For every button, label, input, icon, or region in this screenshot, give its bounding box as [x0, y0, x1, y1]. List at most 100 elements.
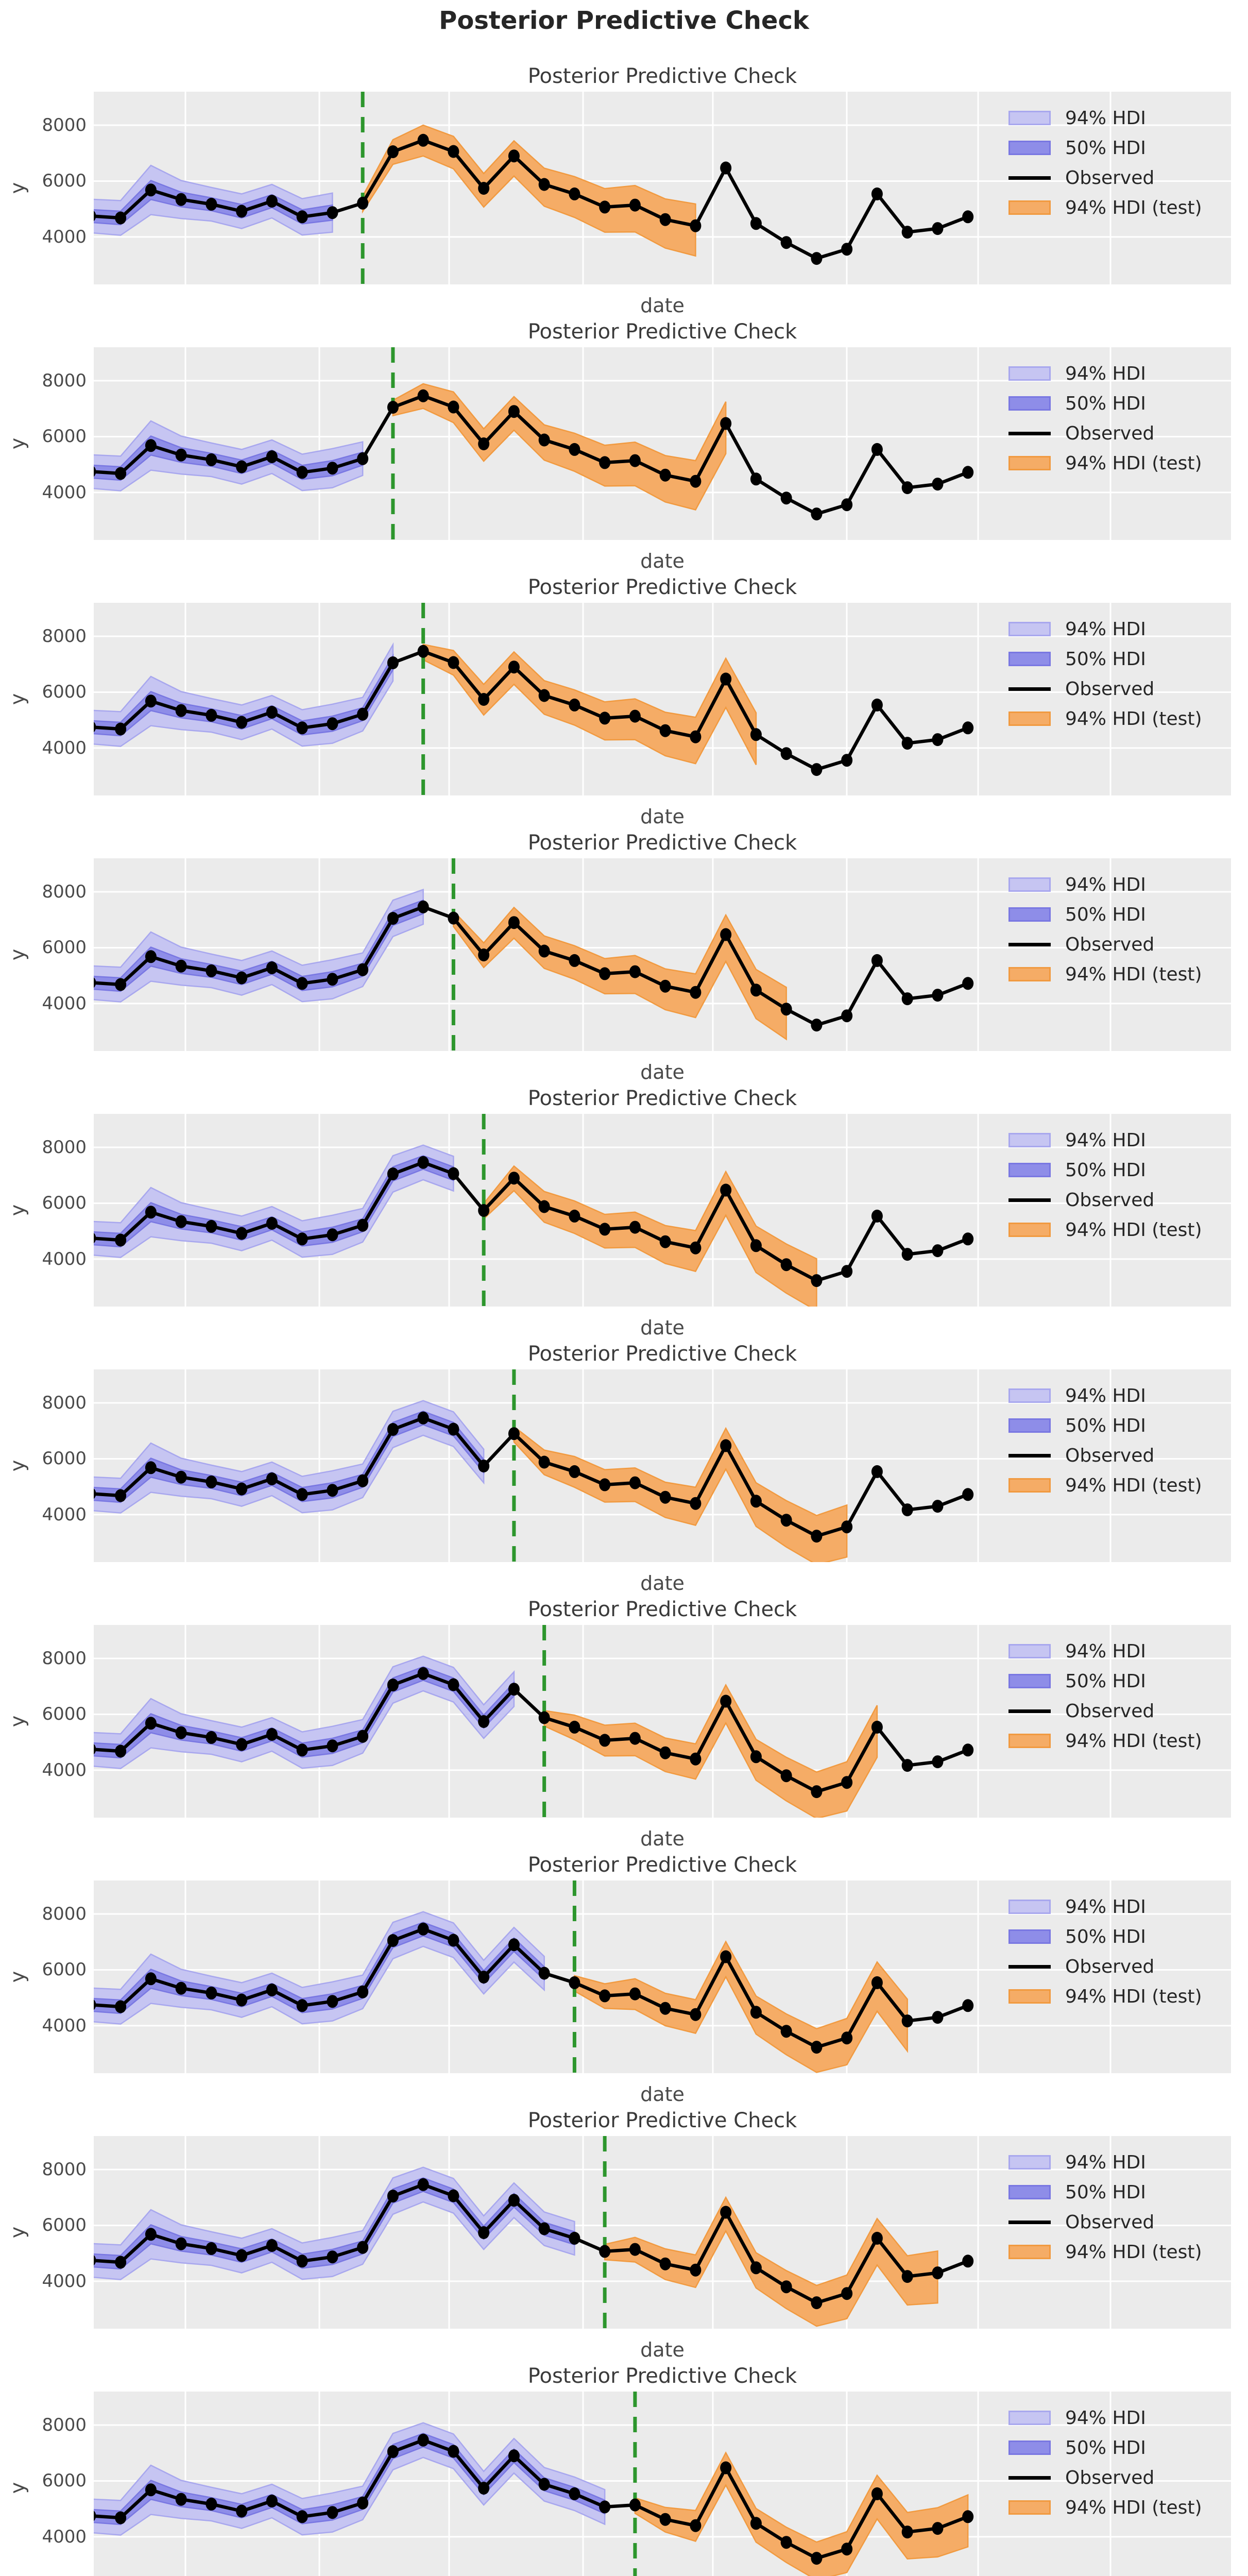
subplot-8-data-point	[629, 1987, 641, 2001]
subplot-10-data-point	[115, 2511, 127, 2524]
subplot-9-data-point	[357, 2241, 369, 2254]
hdi94-swatch	[1008, 1388, 1051, 1403]
subplot-4-data-point	[508, 916, 520, 929]
subplot-1-data-point	[327, 206, 338, 219]
subplot-8-data-point	[266, 1984, 278, 1996]
subplot-10-data-point	[145, 2483, 157, 2497]
subplot-5-data-point	[932, 1244, 944, 1258]
subplot-3-data-point	[811, 763, 823, 776]
hdi94-swatch	[1008, 366, 1051, 381]
subplot-3-data-point	[145, 694, 157, 708]
subplot-1-data-point	[841, 243, 853, 256]
subplot-2-data-point	[175, 448, 187, 462]
subplot-9-data-point	[690, 2263, 702, 2277]
subplot-2-data-point	[599, 456, 611, 469]
subplot-5-legend-entry: 94% HDI	[1008, 1125, 1235, 1155]
subplot-10-data-point	[94, 2511, 96, 2521]
observed-line-swatch	[1008, 1453, 1051, 1458]
subplot-5-data-point	[841, 1265, 853, 1278]
subplot-4-data-point	[962, 977, 974, 990]
subplot-3-data-point	[841, 754, 853, 767]
subplot-4-legend-label: 50% HDI	[1065, 904, 1146, 925]
subplot-4-data-point	[750, 984, 762, 997]
subplot-6-data-point	[841, 1520, 853, 1534]
subplot-7-data-point	[780, 1769, 792, 1783]
subplot-6-y-tick-label: 6000	[42, 1448, 87, 1469]
subplot-8-data-point	[175, 1981, 187, 1995]
subplot-10-data-point	[175, 2493, 187, 2506]
subplot-1-legend-label: 50% HDI	[1065, 137, 1146, 159]
test-swatch	[1008, 456, 1051, 470]
subplot-1-data-point	[296, 210, 308, 224]
subplot-2-data-point	[659, 468, 671, 482]
subplot-1-title: Posterior Predictive Check	[527, 64, 797, 88]
subplot-2-x-axis-label: date	[640, 550, 685, 572]
subplot-4-legend-label: 94% HDI	[1065, 874, 1146, 895]
subplot-1-data-point	[236, 205, 248, 218]
hdi50-swatch	[1008, 1674, 1051, 1688]
subplot-1-data-point	[901, 226, 913, 239]
subplot-4-data-point	[538, 944, 550, 958]
subplot-9-y-tick-label: 6000	[42, 2215, 87, 2236]
subplot-5-data-point	[659, 1235, 671, 1248]
subplot-2-legend-entry: Observed	[1008, 418, 1235, 448]
subplot-9-data-point	[145, 2228, 157, 2241]
subplot-7-data-point	[478, 1715, 490, 1728]
subplot-8-data-point	[569, 1976, 580, 1989]
subplot-8-data-point	[932, 2011, 944, 2024]
subplot-1-data-point	[629, 198, 641, 212]
subplot-4-data-point	[175, 959, 187, 973]
subplot-4-data-point	[841, 1009, 853, 1023]
subplot-10-plot-area	[94, 2392, 1231, 2576]
subplot-6-data-point	[932, 1500, 944, 1513]
subplot-6-legend-label: 50% HDI	[1065, 1415, 1146, 1436]
subplot-7-legend-label: Observed	[1065, 1700, 1155, 1722]
subplot-5-data-point	[417, 1156, 429, 1169]
subplot-7-legend-entry: 94% HDI	[1008, 1636, 1235, 1666]
subplot-2-data-point	[811, 507, 823, 521]
subplot-10-legend-label: Observed	[1065, 2467, 1155, 2488]
subplot-6-title: Posterior Predictive Check	[527, 1342, 797, 1366]
subplot-1-legend-label: 94% HDI	[1065, 107, 1146, 129]
subplot-2-legend-label: 50% HDI	[1065, 393, 1146, 414]
hdi50-swatch	[1008, 652, 1051, 666]
subplot-7-y-tick-label: 8000	[42, 1648, 87, 1669]
subplot-4-data-point	[569, 954, 580, 967]
subplot-8-legend: 94% HDI 50% HDI Observed 94% HDI (test)	[1008, 1892, 1235, 2011]
subplot-3-legend-entry: Observed	[1008, 674, 1235, 704]
subplot-10-data-point	[932, 2522, 944, 2535]
subplot-5-legend-label: 50% HDI	[1065, 1159, 1146, 1181]
subplot-9-legend-label: Observed	[1065, 2211, 1155, 2233]
subplot-9-legend-label: 94% HDI (test)	[1065, 2241, 1202, 2263]
subplot-4-legend-entry: Observed	[1008, 929, 1235, 959]
subplot-8-data-point	[538, 1967, 550, 1980]
subplot-7-data-point	[94, 1744, 96, 1755]
subplot-4-title: Posterior Predictive Check	[527, 831, 797, 855]
subplot-9-legend-label: 50% HDI	[1065, 2181, 1146, 2203]
subplot-8-data-point	[448, 1934, 459, 1947]
subplot-10-data-point	[780, 2536, 792, 2549]
subplot-6-data-point	[296, 1488, 308, 1501]
subplot-10-data-point	[357, 2496, 369, 2510]
subplot-9-legend-entry: Observed	[1008, 2207, 1235, 2237]
subplot-1-legend-entry: 94% HDI (test)	[1008, 193, 1235, 223]
subplot-8-legend-label: 94% HDI	[1065, 1896, 1146, 1918]
subplot-1-legend-label: Observed	[1065, 167, 1155, 189]
subplot-5-legend-label: 94% HDI	[1065, 1129, 1146, 1151]
subplot-8-data-point	[387, 1934, 399, 1947]
subplot-7-legend-entry: Observed	[1008, 1696, 1235, 1726]
subplot-7-data-point	[175, 1726, 187, 1739]
subplot-3-data-point	[901, 737, 913, 750]
subplot-6-legend: 94% HDI 50% HDI Observed 94% HDI (test)	[1008, 1381, 1235, 1500]
subplot-8-y-tick-label: 8000	[42, 1904, 87, 1925]
subplot-6-data-point	[417, 1411, 429, 1425]
subplot-4-data-point	[932, 989, 944, 1002]
subplot-10-data-point	[417, 2433, 429, 2447]
subplot-1-x-axis-label: date	[640, 294, 685, 317]
subplot-1-data-point	[538, 178, 550, 191]
subplot-3-data-point	[569, 698, 580, 711]
subplot-1-data-point	[932, 222, 944, 235]
subplot-2-data-point	[296, 466, 308, 479]
subplot-9-data-point	[448, 2189, 459, 2202]
subplot-3-data-point	[538, 689, 550, 702]
